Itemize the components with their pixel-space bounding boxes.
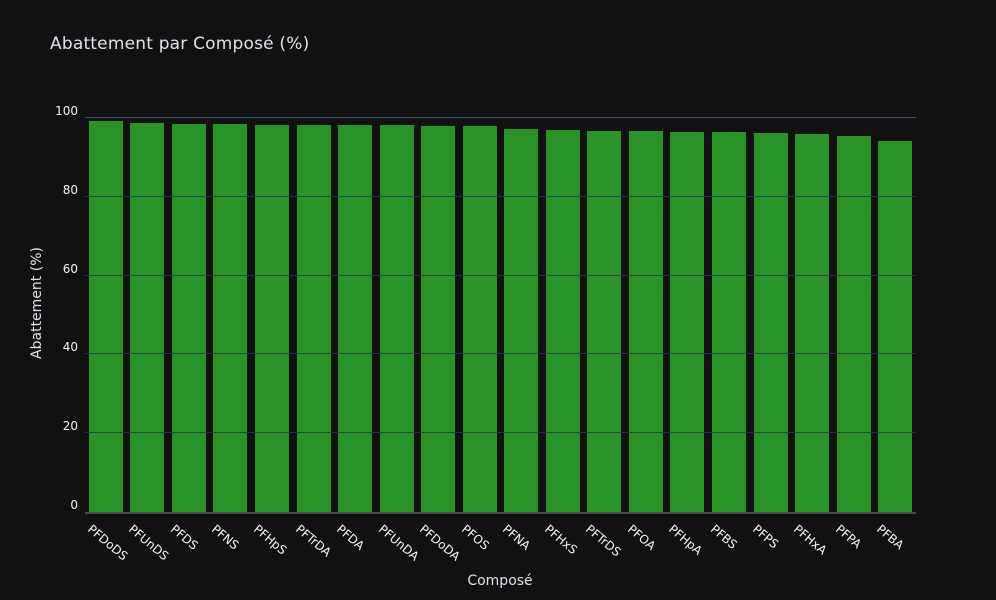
y-tick-label-20: 20 (62, 419, 78, 434)
bar-PFHpA (670, 131, 705, 512)
x-tick-label-PFDA: PFDA (334, 522, 368, 553)
bar-PFDoDA (421, 125, 456, 512)
x-tick-label-PFUnDS: PFUnDS (126, 522, 172, 564)
x-tick-label-PFDoDS: PFDoDS (84, 522, 131, 564)
x-tick-label-PFDoDA: PFDoDA (417, 522, 463, 564)
bar-PFHxS (545, 129, 580, 512)
x-tick-label-PFBA: PFBA (874, 522, 907, 553)
bar-PFNA (504, 128, 539, 512)
bar-PFHpS (254, 124, 289, 512)
x-tick-label-PFBS: PFBS (708, 522, 740, 552)
bar-PFHxA (795, 133, 830, 512)
bar-PFDoDS (88, 120, 123, 512)
y-tick-label-60: 60 (62, 261, 78, 276)
x-tick-labels: PFDoDS PFUnDS PFDS PFNS PFHpS PFTrDA PFDA PFUnD… (85, 516, 916, 576)
bar-PFUnDS (130, 122, 165, 512)
x-tick-label-PFHpA: PFHpA (666, 522, 706, 558)
bar-PFOA (628, 131, 663, 512)
bar-PFNS (213, 124, 248, 512)
y-tick-label-100: 100 (55, 104, 78, 118)
x-tick-label-PFOS: PFOS (458, 522, 492, 553)
x-tick-label-PFHxS: PFHxS (541, 522, 580, 558)
x-axis-title: Composé (467, 573, 533, 589)
x-tick-label-PFHpS: PFHpS (250, 522, 290, 558)
x-tick-label-PFDS: PFDS (167, 522, 201, 553)
bar-series (85, 118, 916, 512)
y-tick-label-40: 40 (62, 340, 78, 355)
x-tick-label-PFPA: PFPA (832, 522, 864, 552)
bar-PFPA (836, 136, 871, 512)
x-tick-label-PFNS: PFNS (209, 522, 242, 553)
bar-PFBS (711, 132, 746, 512)
y-tick-label-80: 80 (62, 182, 78, 197)
x-tick-label-PFTrDS: PFTrDS (583, 522, 625, 560)
bar-PFPS (753, 133, 788, 512)
chart-title: Abattement par Composé (%) (50, 34, 310, 54)
x-tick-label-PFHxA: PFHxA (791, 522, 830, 558)
bar-PFOS (462, 125, 497, 512)
bar-PFTrDS (587, 130, 622, 512)
x-tick-label-PFUnDA: PFUnDA (375, 522, 422, 564)
bar-PFDS (171, 123, 206, 512)
x-tick-label-PFOA: PFOA (624, 522, 659, 554)
x-tick-label-PFTrDA: PFTrDA (292, 522, 334, 560)
bar-PFUnDA (379, 125, 414, 512)
x-tick-label-PFPS: PFPS (749, 522, 781, 552)
y-tick-label-0: 0 (70, 498, 78, 512)
bar-PFDA (338, 125, 373, 512)
plot-area: 0 20 40 60 80 100 (55, 104, 916, 514)
bar-PFTrDA (296, 124, 331, 512)
x-tick-label-PFNA: PFNA (500, 522, 534, 553)
bar-PFBA (878, 140, 913, 512)
